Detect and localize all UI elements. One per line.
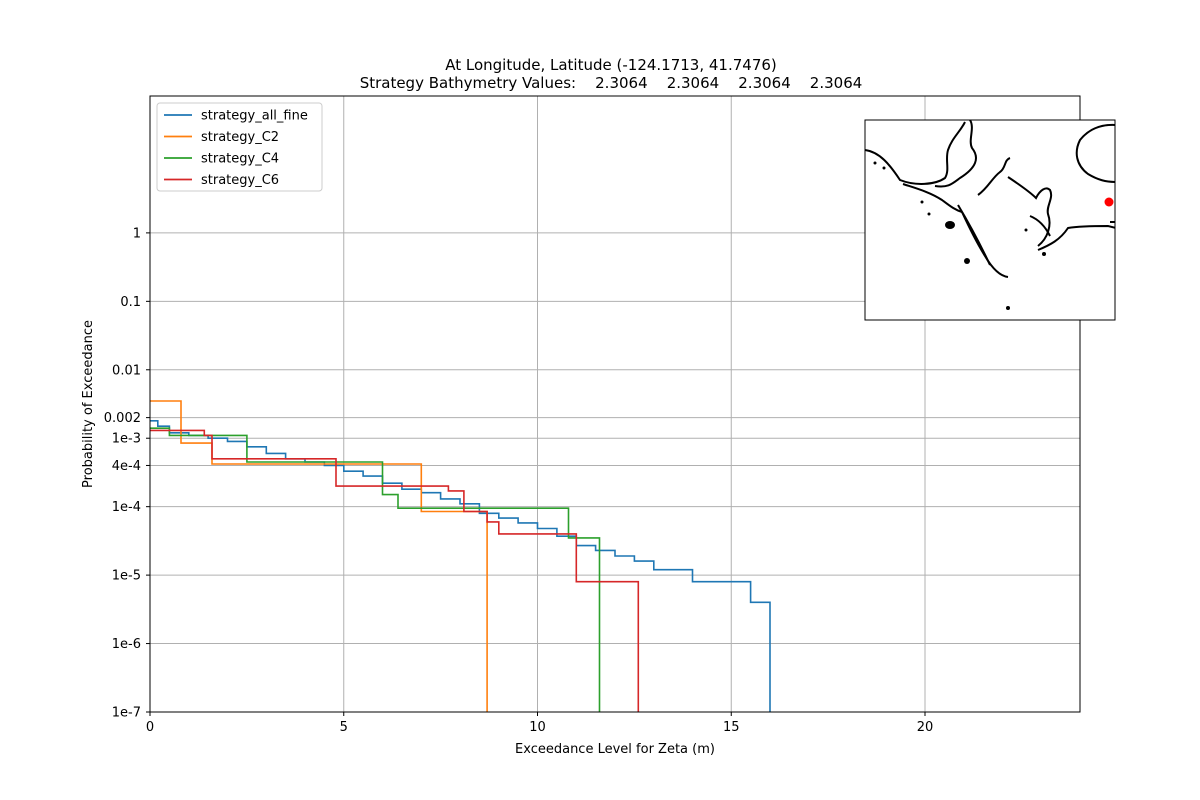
legend-frame (156, 102, 323, 192)
legend: strategy_all_fine strategy_C2 strategy_C4s… (156, 102, 323, 192)
y-tick-label: 0.1 (120, 295, 141, 310)
series-line-strategy-C4 (150, 427, 601, 712)
y-tick-label: 0.01 (112, 363, 141, 378)
grid-lines (149, 96, 1080, 713)
x-tick-label: 0 (146, 720, 154, 735)
chart-subtitle: Strategy Bathymetry Values: 2.3064 2.306… (360, 74, 863, 92)
y-tick-label: 1e-7 (112, 706, 141, 721)
plot-area-frame (149, 95, 1081, 713)
legend-label: strategy_C4 (201, 152, 279, 167)
series-lines (150, 400, 771, 712)
y-tick-label: 1 (133, 226, 141, 241)
series-line-strategy-all-fine (150, 420, 771, 712)
series-line-strategy-C6 (150, 429, 640, 712)
location-marker (1104, 197, 1114, 207)
x-axis-label: Exceedance Level for Zeta (m) (515, 742, 715, 757)
y-tick-label: 4e-4 (112, 459, 141, 474)
x-tick-label: 10 (529, 720, 546, 735)
inset-map-frame (864, 119, 1116, 321)
y-tick-label: 1e-6 (112, 637, 141, 652)
coastline (865, 120, 1115, 278)
x-tick-label: 5 (340, 720, 348, 735)
y-tick-label: 1e-3 (112, 432, 141, 447)
axis-ticks: 0 5 10 15 20 1e-7 1e-6 1e-5 1e-4 4e-4 1e-3 0.002 0.0… (104, 226, 933, 735)
chart-title: At Longitude, Latitude (-124.1713, 41.74… (445, 56, 777, 74)
inset-map (864, 119, 1116, 321)
x-tick-label: 15 (723, 720, 740, 735)
y-tick-label: 0.002 (104, 411, 141, 426)
islands (873, 161, 1046, 310)
legend-label: strategy_C6 (201, 173, 279, 188)
y-tick-label: 1e-5 (112, 569, 141, 584)
y-tick-label: 1e-4 (112, 500, 141, 515)
legend-label: strategy_all_fine (201, 109, 308, 124)
legend-label: strategy_C2 (201, 130, 279, 145)
y-axis-label: Probability of Exceedance (81, 320, 96, 488)
x-tick-label: 20 (917, 720, 934, 735)
